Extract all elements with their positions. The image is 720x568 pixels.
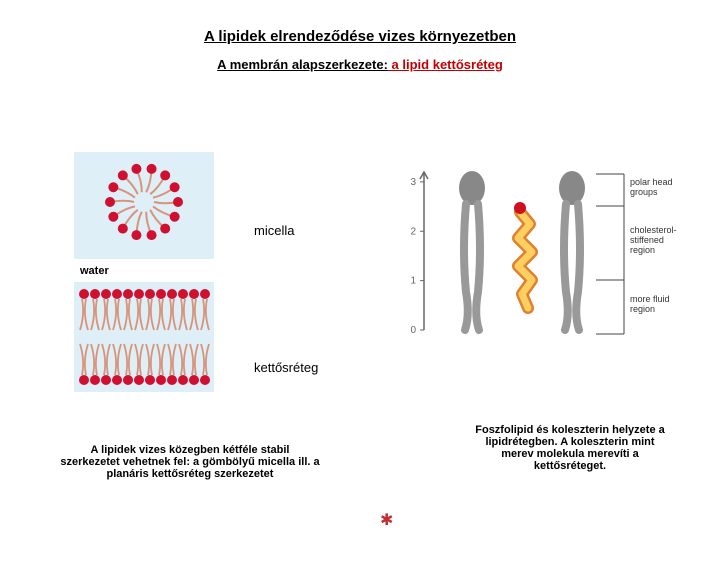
svg-text:1: 1 — [410, 276, 416, 287]
asterisk-icon: ✱ — [380, 510, 393, 530]
left-figure: water — [74, 152, 214, 397]
svg-text:2: 2 — [410, 226, 416, 237]
svg-text:more fluid: more fluid — [630, 294, 670, 304]
subtitle-part1: A membrán alapszerkezete: — [217, 57, 388, 72]
subtitle-part2: a lipid kettősréteg — [388, 57, 503, 72]
caption-right: Foszfolipid és koleszterin helyzete a li… — [470, 424, 670, 472]
caption-left: A lipidek vizes közegben kétféle stabil … — [60, 444, 320, 480]
svg-text:cholesterol-: cholesterol- — [630, 225, 677, 235]
svg-text:3: 3 — [410, 177, 416, 188]
label-micella: micella — [254, 223, 294, 238]
svg-text:0: 0 — [410, 325, 416, 336]
svg-text:stiffened: stiffened — [630, 235, 664, 245]
svg-text:region: region — [630, 245, 655, 255]
svg-text:region: region — [630, 304, 655, 314]
right-figure: 0 1 2 3 polar headgroups cholesterol-stiffene… — [400, 160, 700, 365]
svg-text:polar head: polar head — [630, 177, 673, 187]
svg-text:water: water — [79, 265, 109, 277]
page-title: A lipidek elrendeződése vizes környezetb… — [0, 28, 720, 45]
svg-text:groups: groups — [630, 187, 658, 197]
page-subtitle: A membrán alapszerkezete: a lipid kettős… — [0, 57, 720, 72]
label-bilayer: kettősréteg — [254, 360, 318, 375]
